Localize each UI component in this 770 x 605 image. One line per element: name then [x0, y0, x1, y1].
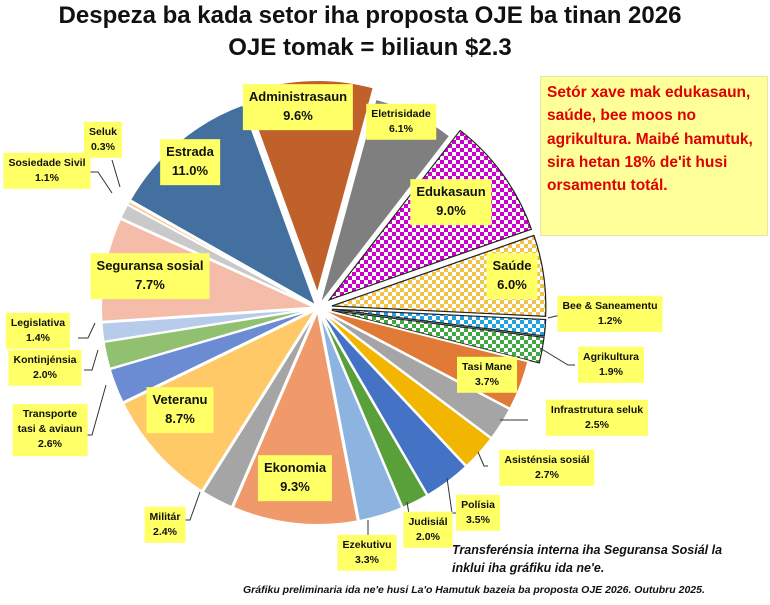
data-label-value: 3.7%: [475, 376, 499, 388]
footer-source: Gráfiku preliminaria ida ne'e husi La'o …: [243, 584, 705, 596]
data-label: Sosiedade Sivil 1.1%: [3, 152, 91, 190]
chart-subtitle: OJE tomak = biliaun $2.3: [228, 34, 512, 61]
leader-line: [477, 451, 488, 467]
data-label: Infrastrutura seluk 2.5%: [545, 399, 649, 437]
data-label-name: Estrada: [166, 144, 214, 160]
data-label: Edukasaun 9.0%: [410, 179, 492, 225]
leader-line: [111, 159, 121, 188]
data-label-name: Kontinjénsia: [13, 353, 77, 366]
data-label: Seluk 0.3%: [83, 121, 123, 159]
leader-line: [539, 347, 575, 366]
note-text: Transferénsia interna iha Seguransa Sosi…: [452, 541, 722, 577]
note-line: inklui iha gráfiku ida ne'e.: [452, 561, 605, 576]
data-label: Transporte tasi & aviaun 2.6%: [12, 404, 88, 456]
data-label-name: Seluk: [88, 125, 118, 138]
note-line: Transferénsia interna iha Seguransa Sosi…: [452, 543, 723, 557]
data-label-value: 11.0%: [171, 163, 209, 178]
data-label-name: Veteranu: [152, 392, 208, 408]
data-label: Ekonomia 9.3%: [257, 455, 333, 501]
data-label-value: 7.7%: [135, 277, 165, 292]
data-label-name: Administrasaun: [248, 89, 348, 105]
data-label: Kontinjénsia 2.0%: [8, 349, 82, 387]
data-label-name: Legislativa: [10, 316, 66, 329]
data-label-value: 2.7%: [535, 469, 559, 481]
data-label: Asisténsia sosiál 2.7%: [499, 449, 595, 487]
leader-line: [86, 384, 107, 436]
leader-lines: [78, 159, 575, 538]
chart-title: Despeza ba kada setor iha proposta OJE b…: [58, 2, 682, 29]
data-label-value: 2.4%: [153, 526, 177, 538]
data-label: Agrikultura 1.9%: [577, 346, 645, 384]
data-label-name: Militár: [149, 510, 181, 523]
data-label-name: Saúde: [492, 258, 532, 274]
data-label-name: Judisiál: [408, 515, 448, 528]
data-label-name: Edukasaun: [416, 184, 486, 200]
data-label: Judisiál 2.0%: [403, 511, 453, 549]
data-label: Estrada 11.0%: [160, 139, 220, 185]
data-label: Seguransa sosial 7.7%: [90, 253, 210, 299]
leader-line: [88, 171, 113, 194]
data-label-name: Ekonomia: [263, 460, 327, 476]
pie-slice-bee-saneamentu: [331, 308, 547, 337]
data-label-value: 3.5%: [466, 514, 490, 526]
data-label-value: 2.0%: [33, 369, 57, 381]
data-label-name: Transporte tasi & aviaun: [17, 408, 83, 436]
data-label: Veteranu 8.7%: [146, 387, 214, 433]
data-label: Ezekutivu 3.3%: [337, 534, 397, 572]
pie-slice-agrikultura: [331, 309, 545, 364]
data-label: Polísia 3.5%: [456, 494, 500, 532]
data-label-name: Agrikultura: [582, 350, 640, 363]
data-label-name: Asisténsia sosiál: [504, 453, 590, 466]
data-label: Tasi Mane 3.7%: [457, 356, 517, 394]
data-label-name: Infrastrutura seluk: [550, 403, 644, 416]
data-label-name: Eletrisidade: [371, 107, 431, 120]
data-label-value: 1.2%: [598, 315, 622, 327]
data-label-value: 1.4%: [26, 332, 50, 344]
data-label-name: Tasi Mane: [462, 360, 512, 373]
data-label-name: Ezekutivu: [342, 538, 392, 551]
leader-line: [84, 349, 99, 371]
pie-slice-ezekutivu: [317, 310, 404, 523]
data-label: Legislativa 1.4%: [5, 312, 71, 350]
pie-slice-milit-r: [201, 310, 318, 509]
data-label-value: 3.3%: [355, 554, 379, 566]
data-label-value: 2.5%: [585, 419, 609, 431]
data-label-value: 9.0%: [436, 203, 466, 218]
data-label-value: 9.3%: [280, 479, 310, 494]
data-label: Bee & Saneamentu 1.2%: [557, 295, 663, 333]
data-label-value: 1.1%: [35, 172, 59, 184]
callout-box: Setór xave mak edukasaun, saúde, bee moo…: [540, 76, 768, 236]
data-label-value: 1.9%: [599, 366, 623, 378]
data-label-value: 6.0%: [497, 277, 527, 292]
data-label-value: 6.1%: [389, 123, 413, 135]
data-label: Administrasaun 9.6%: [242, 84, 354, 130]
data-label-value: 8.7%: [165, 411, 195, 426]
data-label: Eletrisidade 6.1%: [366, 103, 436, 141]
leader-line: [78, 322, 96, 339]
data-label-name: Bee & Saneamentu: [562, 299, 658, 312]
data-label-name: Polísia: [461, 498, 495, 511]
data-label: Saúde 6.0%: [486, 253, 538, 299]
pie-slice-seluk: [125, 199, 316, 308]
data-label: Militár 2.4%: [144, 506, 186, 544]
data-label-value: 9.6%: [283, 108, 313, 123]
data-label-value: 0.3%: [91, 141, 115, 153]
data-label-name: Seguransa sosial: [96, 258, 204, 274]
pie-slice-veteranu: [121, 307, 319, 493]
data-label-name: Sosiedade Sivil: [8, 156, 86, 169]
data-label-value: 2.0%: [416, 531, 440, 543]
data-label-value: 2.6%: [38, 438, 62, 451]
